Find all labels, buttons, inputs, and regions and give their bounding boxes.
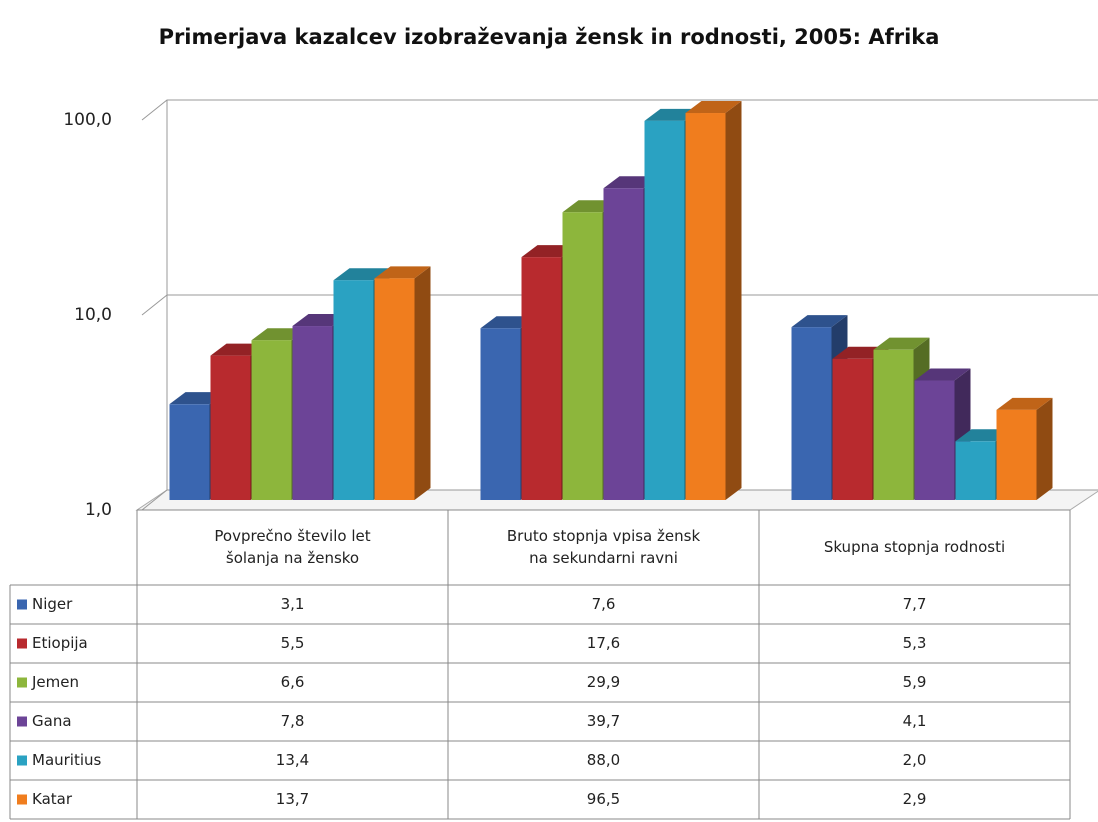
bar-face (873, 337, 930, 350)
y-tick-label: 10,0 (74, 305, 112, 325)
bar-face (873, 349, 914, 500)
bar-face (914, 380, 955, 500)
x-tick-label: šolanja na žensko (226, 549, 359, 567)
data-label: 5,5 (281, 634, 305, 652)
bar-face (996, 397, 1053, 410)
data-label: 5,3 (903, 634, 927, 652)
bar-face (832, 358, 873, 500)
legend-label: Katar (32, 790, 73, 808)
data-label: 2,0 (903, 751, 927, 769)
legend-label: Gana (32, 712, 72, 730)
legend-label: Jemen (31, 673, 79, 691)
data-label: 29,9 (587, 673, 620, 691)
bar-face (644, 120, 685, 501)
legend-swatch (17, 638, 27, 649)
bar-face (791, 327, 832, 500)
bar-face (333, 268, 390, 281)
legend-swatch (17, 716, 27, 727)
bar-face (414, 266, 431, 500)
bar-face (169, 404, 210, 500)
bar-face (603, 188, 644, 501)
x-tick-label: Bruto stopnja vpisa žensk (507, 527, 701, 545)
x-tick-label: na sekundarni ravni (529, 549, 678, 567)
data-label: 7,7 (903, 595, 927, 613)
bar-face (955, 441, 996, 500)
x-tick-label: Povprečno število let (214, 527, 370, 545)
bar-face (333, 280, 374, 500)
bar-face (251, 340, 292, 500)
data-label: 17,6 (587, 634, 620, 652)
bar-face (480, 328, 521, 500)
bar-face (374, 266, 431, 279)
bar-face (685, 101, 742, 114)
legend-swatch (17, 794, 27, 805)
legend-label: Niger (32, 595, 73, 613)
y-tick-label: 1,0 (85, 500, 112, 520)
data-label: 39,7 (587, 712, 620, 730)
bar-face (1036, 397, 1053, 500)
legend-swatch (17, 599, 27, 610)
data-label: 5,9 (903, 673, 927, 691)
data-label: 2,9 (903, 790, 927, 808)
bar (685, 101, 742, 500)
bar-face (210, 355, 251, 500)
data-label: 88,0 (587, 751, 620, 769)
bar-face (996, 409, 1037, 500)
bar-face (791, 315, 848, 328)
bar-face (562, 212, 603, 500)
x-tick-label: Skupna stopnja rodnosti (824, 538, 1005, 556)
legend-swatch (17, 677, 27, 688)
data-label: 7,6 (592, 595, 616, 613)
data-label: 6,6 (281, 673, 305, 691)
legend-swatch (17, 755, 27, 766)
legend-label: Mauritius (32, 751, 102, 769)
data-label: 13,4 (276, 751, 309, 769)
data-label: 13,7 (276, 790, 309, 808)
bar-face (685, 113, 726, 500)
bar-face (374, 278, 415, 500)
bar-face (725, 101, 742, 500)
data-label: 3,1 (281, 595, 305, 613)
grid-line (141, 99, 1098, 121)
data-label: 4,1 (903, 712, 927, 730)
bar-face (521, 257, 562, 500)
bar (374, 266, 431, 500)
data-label: 96,5 (587, 790, 620, 808)
bar-face (292, 326, 333, 500)
data-label: 7,8 (281, 712, 305, 730)
legend-label: Etiopija (32, 634, 88, 652)
bar (996, 397, 1053, 500)
bar-face (914, 368, 971, 381)
y-tick-label: 100,0 (63, 110, 112, 130)
chart-title: Primerjava kazalcev izobraževanja žensk … (159, 25, 940, 49)
